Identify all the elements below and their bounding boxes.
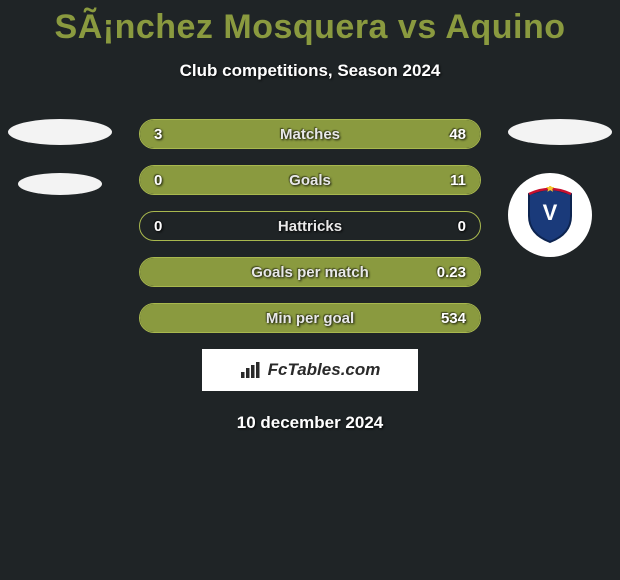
- left-club-column: [8, 119, 112, 223]
- stat-left-value: 3: [140, 126, 200, 143]
- bar-chart-icon: [240, 361, 262, 379]
- stats-rows: 3Matches480Goals110Hattricks0Goals per m…: [139, 119, 481, 333]
- stat-right-value: 48: [420, 126, 480, 143]
- stat-label: Goals: [200, 172, 420, 189]
- page-title: SÃ¡nchez Mosquera vs Aquino: [0, 0, 620, 47]
- page-subtitle: Club competitions, Season 2024: [0, 61, 620, 81]
- stat-right-value: 0: [420, 218, 480, 235]
- stat-right-value: 11: [420, 172, 480, 189]
- stat-left-value: 0: [140, 172, 200, 189]
- player-placeholder-icon: [8, 119, 112, 145]
- stat-right-value: 0.23: [420, 264, 480, 281]
- stat-row: Min per goal534: [139, 303, 481, 333]
- branding-text: FcTables.com: [268, 360, 381, 380]
- player-placeholder-icon: [508, 119, 612, 145]
- branding-badge: FcTables.com: [202, 349, 418, 391]
- stat-right-value: 534: [420, 310, 480, 327]
- comparison-content: V 3Matches480Goals110Hattricks0Goals per…: [0, 119, 620, 433]
- stat-row: 0Hattricks0: [139, 211, 481, 241]
- club-badge-icon: V: [508, 173, 592, 257]
- stat-left-value: 0: [140, 218, 200, 235]
- shield-icon: V: [525, 186, 575, 244]
- stat-row: Goals per match0.23: [139, 257, 481, 287]
- stat-label: Goals per match: [200, 264, 420, 281]
- right-club-column: V: [508, 119, 612, 257]
- svg-text:V: V: [543, 200, 558, 225]
- stat-row: 3Matches48: [139, 119, 481, 149]
- club-placeholder-icon: [18, 173, 102, 195]
- date-text: 10 december 2024: [0, 413, 620, 433]
- stat-label: Min per goal: [200, 310, 420, 327]
- stat-label: Hattricks: [200, 218, 420, 235]
- stat-label: Matches: [200, 126, 420, 143]
- stat-row: 0Goals11: [139, 165, 481, 195]
